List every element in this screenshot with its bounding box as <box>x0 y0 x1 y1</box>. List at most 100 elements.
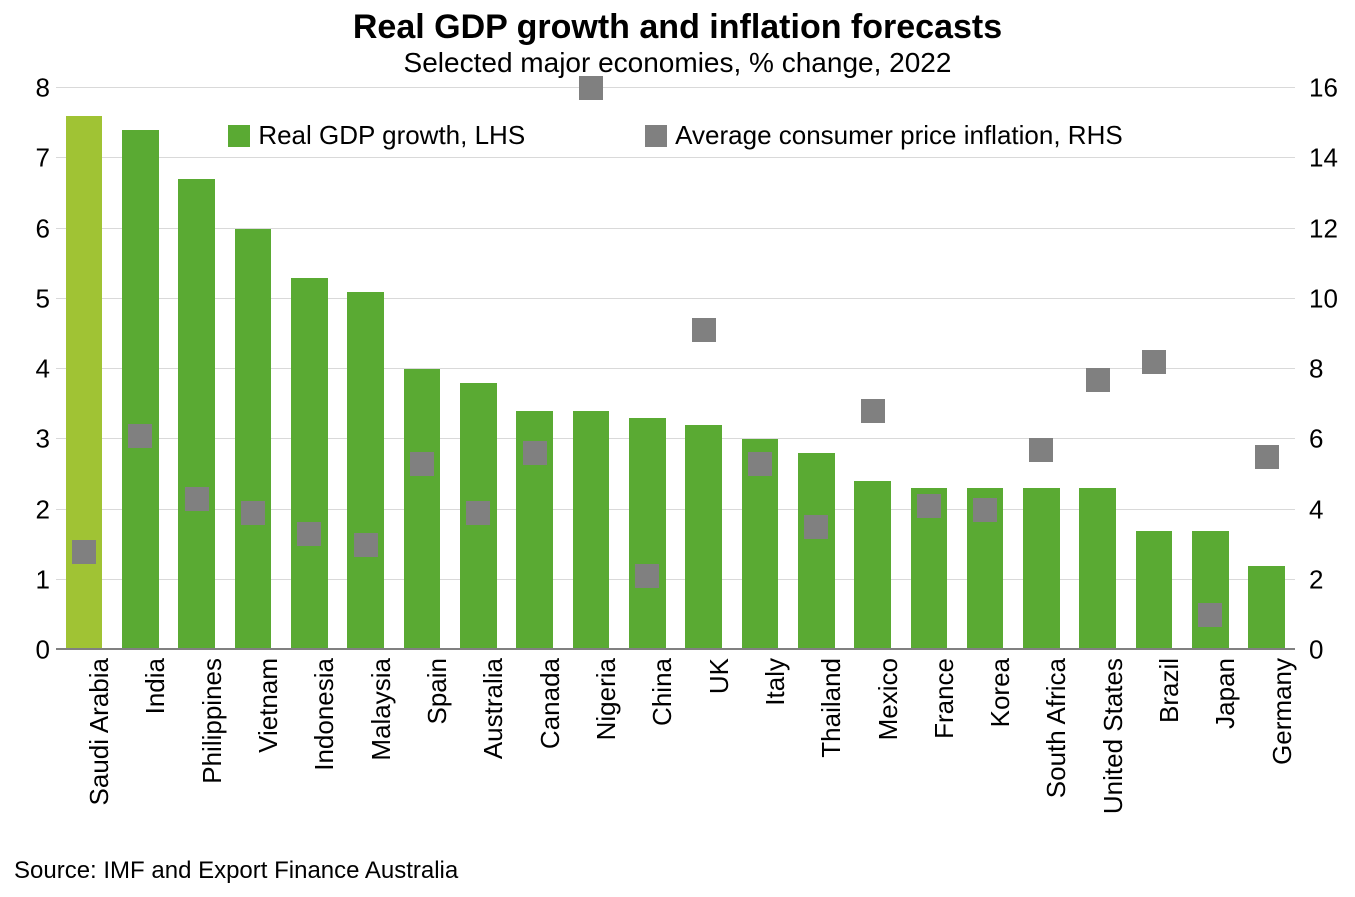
country-label: Mexico <box>873 658 904 740</box>
inflation-marker <box>1198 603 1222 627</box>
country-label: Indonesia <box>309 658 340 771</box>
gdp-bar <box>66 116 103 650</box>
y-axis-right: 0246810121416 <box>1301 88 1355 650</box>
bar-slot <box>450 88 506 650</box>
inflation-marker <box>748 452 772 476</box>
inflation-marker <box>241 501 265 525</box>
country-label: China <box>647 658 678 726</box>
bar-slot <box>338 88 394 650</box>
x-label-slot: South Africa <box>1013 650 1069 850</box>
inflation-marker <box>297 522 321 546</box>
country-label: Japan <box>1210 658 1241 729</box>
y-tick-right: 12 <box>1301 213 1355 244</box>
bar-slot <box>1126 88 1182 650</box>
bar-slot <box>563 88 619 650</box>
gdp-bar <box>1136 531 1173 650</box>
x-label-slot: China <box>619 650 675 850</box>
inflation-marker <box>185 487 209 511</box>
source-attribution: Source: IMF and Export Finance Australia <box>14 857 458 885</box>
inflation-marker <box>804 515 828 539</box>
x-label-slot: Nigeria <box>563 650 619 850</box>
gdp-bar <box>1023 488 1060 650</box>
bar-slot <box>788 88 844 650</box>
country-label: Korea <box>985 658 1016 727</box>
bar-slot <box>844 88 900 650</box>
x-label-slot: Vietnam <box>225 650 281 850</box>
x-label-slot: France <box>901 650 957 850</box>
bars-layer <box>56 88 1295 650</box>
country-label: United States <box>1098 658 1129 814</box>
x-label-slot: Saudi Arabia <box>56 650 112 850</box>
y-tick-left: 4 <box>0 354 50 385</box>
gdp-bar <box>854 481 891 650</box>
x-axis-labels: Saudi ArabiaIndiaPhilippinesVietnam Indon… <box>56 650 1295 850</box>
bar-slot <box>56 88 112 650</box>
chart-title: Real GDP growth and inflation forecasts <box>0 0 1355 47</box>
y-tick-left: 5 <box>0 283 50 314</box>
inflation-marker <box>917 494 941 518</box>
y-tick-left: 3 <box>0 424 50 455</box>
chart-container: Real GDP growth and inflation forecasts … <box>0 0 1355 897</box>
country-label: Spain <box>422 658 453 725</box>
bar-slot <box>901 88 957 650</box>
bar-slot <box>619 88 675 650</box>
bar-slot <box>1182 88 1238 650</box>
x-label-slot: United States <box>1070 650 1126 850</box>
bar-slot <box>675 88 731 650</box>
bar-slot <box>1070 88 1126 650</box>
x-label-slot: Philippines <box>169 650 225 850</box>
inflation-marker <box>410 452 434 476</box>
country-label: Saudi Arabia <box>84 658 115 805</box>
y-tick-right: 16 <box>1301 73 1355 104</box>
bar-slot <box>225 88 281 650</box>
gdp-bar <box>1248 566 1285 650</box>
bar-slot <box>112 88 168 650</box>
y-tick-right: 10 <box>1301 283 1355 314</box>
inflation-marker <box>1029 438 1053 462</box>
y-tick-left: 1 <box>0 564 50 595</box>
gdp-bar <box>798 453 835 650</box>
x-label-slot: Thailand <box>788 650 844 850</box>
gdp-bar <box>1079 488 1116 650</box>
y-tick-left: 7 <box>0 143 50 174</box>
inflation-marker <box>72 540 96 564</box>
plot-area: Real GDP growth, LHSAverage consumer pri… <box>56 88 1295 650</box>
bar-slot <box>957 88 1013 650</box>
country-label: Thailand <box>816 658 847 758</box>
x-label-slot: India <box>112 650 168 850</box>
inflation-marker <box>128 424 152 448</box>
inflation-marker <box>579 76 603 100</box>
x-label-slot: Malaysia <box>338 650 394 850</box>
x-label-slot: UK <box>675 650 731 850</box>
inflation-marker <box>1086 368 1110 392</box>
chart-subtitle: Selected major economies, % change, 2022 <box>0 47 1355 79</box>
x-label-slot: Japan <box>1182 650 1238 850</box>
bar-slot <box>169 88 225 650</box>
inflation-marker <box>692 318 716 342</box>
y-tick-right: 6 <box>1301 424 1355 455</box>
country-label: Brazil <box>1154 658 1185 723</box>
gdp-bar <box>235 229 272 651</box>
gdp-bar <box>1192 531 1229 650</box>
bar-slot <box>281 88 337 650</box>
bar-slot <box>507 88 563 650</box>
x-label-slot: Spain <box>394 650 450 850</box>
y-tick-right: 2 <box>1301 564 1355 595</box>
x-label-slot: Korea <box>957 650 1013 850</box>
y-tick-left: 8 <box>0 73 50 104</box>
inflation-marker <box>635 564 659 588</box>
y-axis-left: 012345678 <box>0 88 50 650</box>
y-tick-right: 14 <box>1301 143 1355 174</box>
y-tick-left: 6 <box>0 213 50 244</box>
country-label: Germany <box>1267 658 1298 765</box>
inflation-marker <box>354 533 378 557</box>
country-label: UK <box>704 658 735 694</box>
x-label-slot: Canada <box>507 650 563 850</box>
gdp-bar <box>291 278 328 650</box>
x-label-slot: Germany <box>1239 650 1295 850</box>
x-label-slot: Italy <box>732 650 788 850</box>
gdp-bar <box>122 130 159 650</box>
country-label: Malaysia <box>366 658 397 761</box>
y-tick-right: 4 <box>1301 494 1355 525</box>
x-label-slot: Brazil <box>1126 650 1182 850</box>
